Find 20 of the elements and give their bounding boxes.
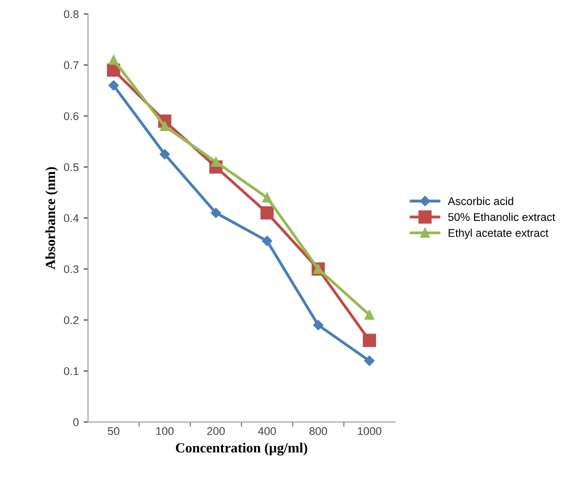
y-tick-label: 0.1	[64, 367, 78, 376]
y-tick-label: 0.6	[64, 112, 78, 120]
legend-label: Ascorbic acid	[448, 196, 514, 206]
y-tick-label: 0.3	[64, 265, 78, 274]
y-tick-label: 0.5	[64, 163, 79, 172]
y-tick-label: 0	[73, 418, 79, 426]
x-axis-title: Concentration (µg/ml)	[176, 442, 308, 456]
x-tick-label: 100	[156, 427, 174, 436]
legend-label: Ethyl acetate extract	[448, 228, 548, 240]
x-tick-label: 400	[258, 427, 276, 436]
y-axis-title: Absorbance (nm)	[45, 167, 58, 270]
y-tick-label: 0.7	[64, 61, 78, 70]
x-tick-label: 1000	[358, 427, 382, 436]
y-tick-label: 0.2	[64, 316, 78, 324]
x-tick-label: 50	[108, 427, 120, 436]
y-tick-label: 0.8	[64, 10, 78, 18]
legend-label: 50% Ethanolic extract	[448, 212, 556, 221]
y-tick-label: 0.4	[64, 214, 79, 222]
x-tick-label: 200	[207, 427, 225, 436]
x-tick-label: 800	[309, 427, 328, 436]
